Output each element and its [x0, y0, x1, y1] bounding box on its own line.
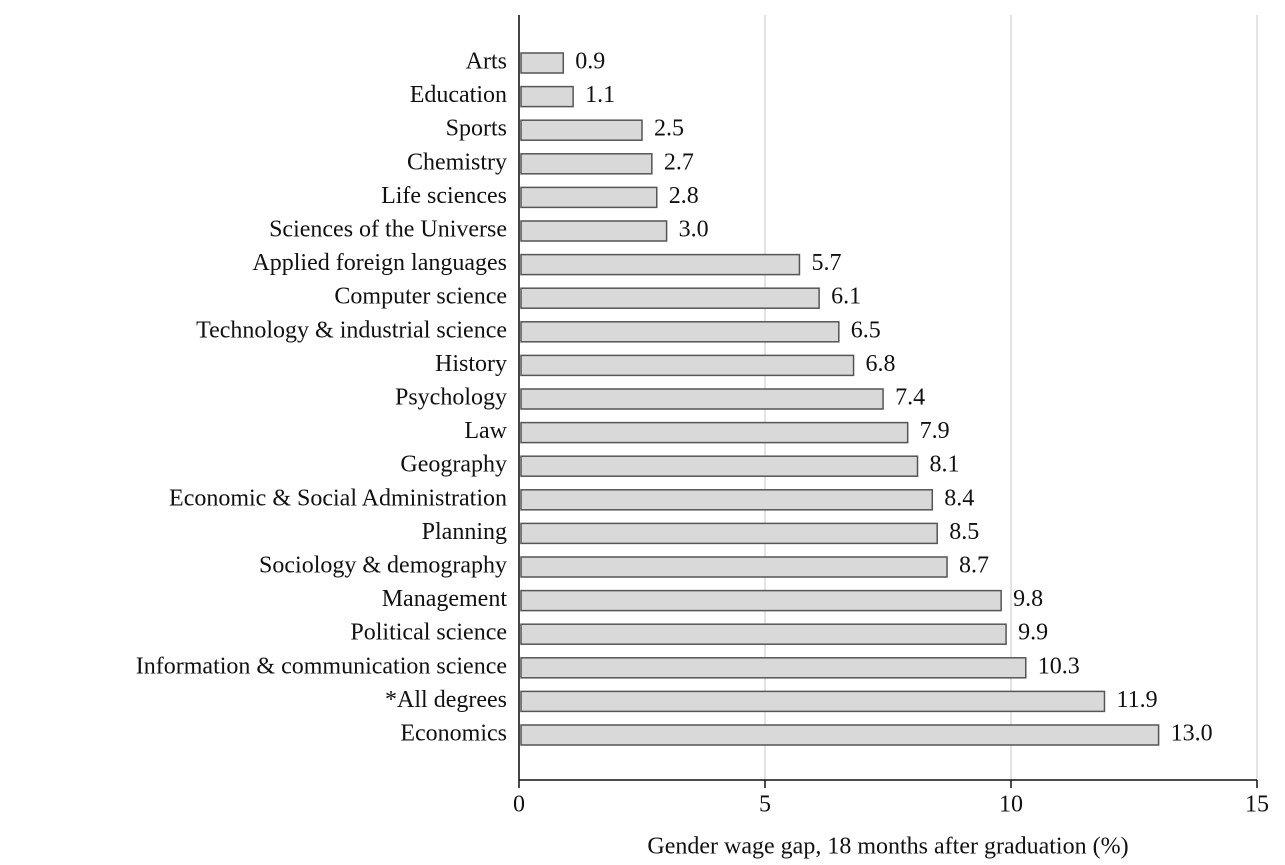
value-label: 7.4 [895, 385, 925, 411]
bar [520, 153, 653, 175]
value-label: 9.8 [1013, 586, 1043, 612]
y-tick-label: Applied foreign languages [252, 250, 507, 276]
value-label: 6.1 [831, 284, 861, 310]
bar [520, 589, 1002, 612]
y-tick-label: Education [410, 82, 507, 108]
y-tick-label: History [435, 351, 507, 377]
y-tick-label: Life sciences [381, 183, 507, 209]
x-tick-label: 0 [513, 792, 525, 818]
y-tick-label: Law [464, 418, 507, 444]
y-tick-label: Geography [400, 452, 507, 478]
bar [520, 623, 1007, 645]
value-label: 8.1 [930, 452, 960, 478]
bar [520, 119, 643, 141]
bar [520, 388, 884, 410]
value-label: 5.7 [811, 250, 841, 276]
bar [520, 220, 668, 242]
value-label: 6.5 [851, 317, 881, 343]
bar [520, 489, 934, 511]
value-label: 8.7 [959, 553, 989, 579]
value-label: 2.8 [669, 183, 699, 209]
y-tick-label: Planning [422, 519, 507, 545]
y-tick-label: Management [382, 586, 508, 612]
bar [520, 556, 948, 578]
y-tick-label: Political science [350, 620, 507, 646]
y-tick-label: Economic & Social Administration [169, 485, 507, 511]
y-tick-label: Arts [466, 49, 507, 75]
bar [520, 690, 1106, 713]
value-label: 0.9 [575, 49, 605, 75]
bar [520, 321, 840, 343]
bar [520, 455, 919, 477]
y-tick-label: Technology & industrial science [196, 317, 507, 343]
x-tick-label: 10 [999, 792, 1023, 818]
bar [520, 354, 855, 377]
x-tick-label: 5 [759, 792, 771, 818]
value-label: 1.1 [585, 82, 615, 108]
y-tick-label: Sciences of the Universe [269, 217, 507, 243]
bar [520, 287, 820, 309]
value-label: 9.9 [1018, 620, 1048, 646]
y-tick-label: Sports [446, 116, 507, 142]
bar [520, 253, 801, 276]
value-label: 2.7 [664, 149, 694, 175]
value-label: 10.3 [1038, 653, 1080, 679]
bar [520, 186, 658, 209]
y-tick-label: Psychology [395, 385, 507, 411]
bar [520, 85, 574, 108]
value-label: 2.5 [654, 116, 684, 142]
y-tick-label: Information & communication science [136, 653, 507, 679]
bar [520, 724, 1160, 746]
y-tick-label: Sociology & demography [259, 553, 507, 579]
x-tick-label: 15 [1245, 792, 1269, 818]
y-tick-label: Computer science [334, 284, 507, 310]
bar [520, 421, 909, 444]
value-label: 3.0 [679, 217, 709, 243]
value-label: 8.4 [944, 485, 974, 511]
y-tick-label: Economics [400, 721, 507, 747]
value-label: 11.9 [1116, 687, 1157, 713]
value-label: 13.0 [1171, 721, 1213, 747]
bar [520, 657, 1027, 679]
bar [520, 522, 938, 545]
value-label: 8.5 [949, 519, 979, 545]
x-axis-title: Gender wage gap, 18 months after graduat… [647, 834, 1128, 860]
y-tick-label: *All degrees [385, 687, 507, 713]
bar [520, 52, 565, 74]
value-label: 7.9 [920, 418, 950, 444]
y-tick-label: Chemistry [407, 149, 507, 175]
value-label: 6.8 [866, 351, 896, 377]
